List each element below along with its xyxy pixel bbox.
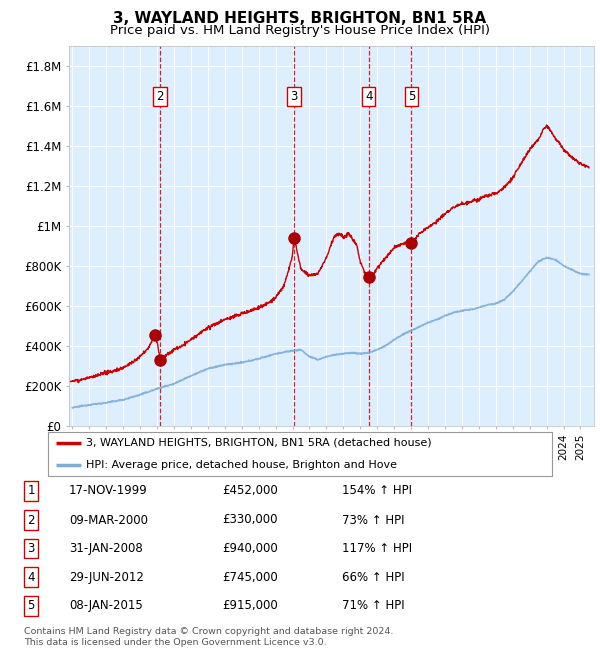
Text: 3: 3 [290, 90, 298, 103]
Text: 66% ↑ HPI: 66% ↑ HPI [342, 571, 404, 584]
Text: HPI: Average price, detached house, Brighton and Hove: HPI: Average price, detached house, Brig… [86, 460, 397, 470]
Text: 3, WAYLAND HEIGHTS, BRIGHTON, BN1 5RA: 3, WAYLAND HEIGHTS, BRIGHTON, BN1 5RA [113, 11, 487, 26]
Text: £940,000: £940,000 [222, 542, 278, 555]
Text: 1: 1 [28, 484, 35, 497]
Text: £452,000: £452,000 [222, 484, 278, 497]
Text: 154% ↑ HPI: 154% ↑ HPI [342, 484, 412, 497]
Text: 17-NOV-1999: 17-NOV-1999 [69, 484, 148, 497]
Text: 3: 3 [28, 542, 35, 555]
Text: 5: 5 [408, 90, 415, 103]
Text: 31-JAN-2008: 31-JAN-2008 [69, 542, 143, 555]
Text: 08-JAN-2015: 08-JAN-2015 [69, 599, 143, 612]
Text: 3, WAYLAND HEIGHTS, BRIGHTON, BN1 5RA (detached house): 3, WAYLAND HEIGHTS, BRIGHTON, BN1 5RA (d… [86, 437, 431, 448]
Text: Price paid vs. HM Land Registry's House Price Index (HPI): Price paid vs. HM Land Registry's House … [110, 24, 490, 37]
Text: 29-JUN-2012: 29-JUN-2012 [69, 571, 144, 584]
Text: £745,000: £745,000 [222, 571, 278, 584]
Text: 2: 2 [157, 90, 164, 103]
Text: Contains HM Land Registry data © Crown copyright and database right 2024.
This d: Contains HM Land Registry data © Crown c… [24, 627, 394, 647]
Text: 5: 5 [28, 599, 35, 612]
Text: 2: 2 [28, 514, 35, 526]
Text: £330,000: £330,000 [222, 514, 277, 526]
Text: 117% ↑ HPI: 117% ↑ HPI [342, 542, 412, 555]
Text: 09-MAR-2000: 09-MAR-2000 [69, 514, 148, 526]
Text: 4: 4 [28, 571, 35, 584]
Text: 71% ↑ HPI: 71% ↑ HPI [342, 599, 404, 612]
Text: £915,000: £915,000 [222, 599, 278, 612]
Text: 4: 4 [365, 90, 373, 103]
Text: 73% ↑ HPI: 73% ↑ HPI [342, 514, 404, 526]
